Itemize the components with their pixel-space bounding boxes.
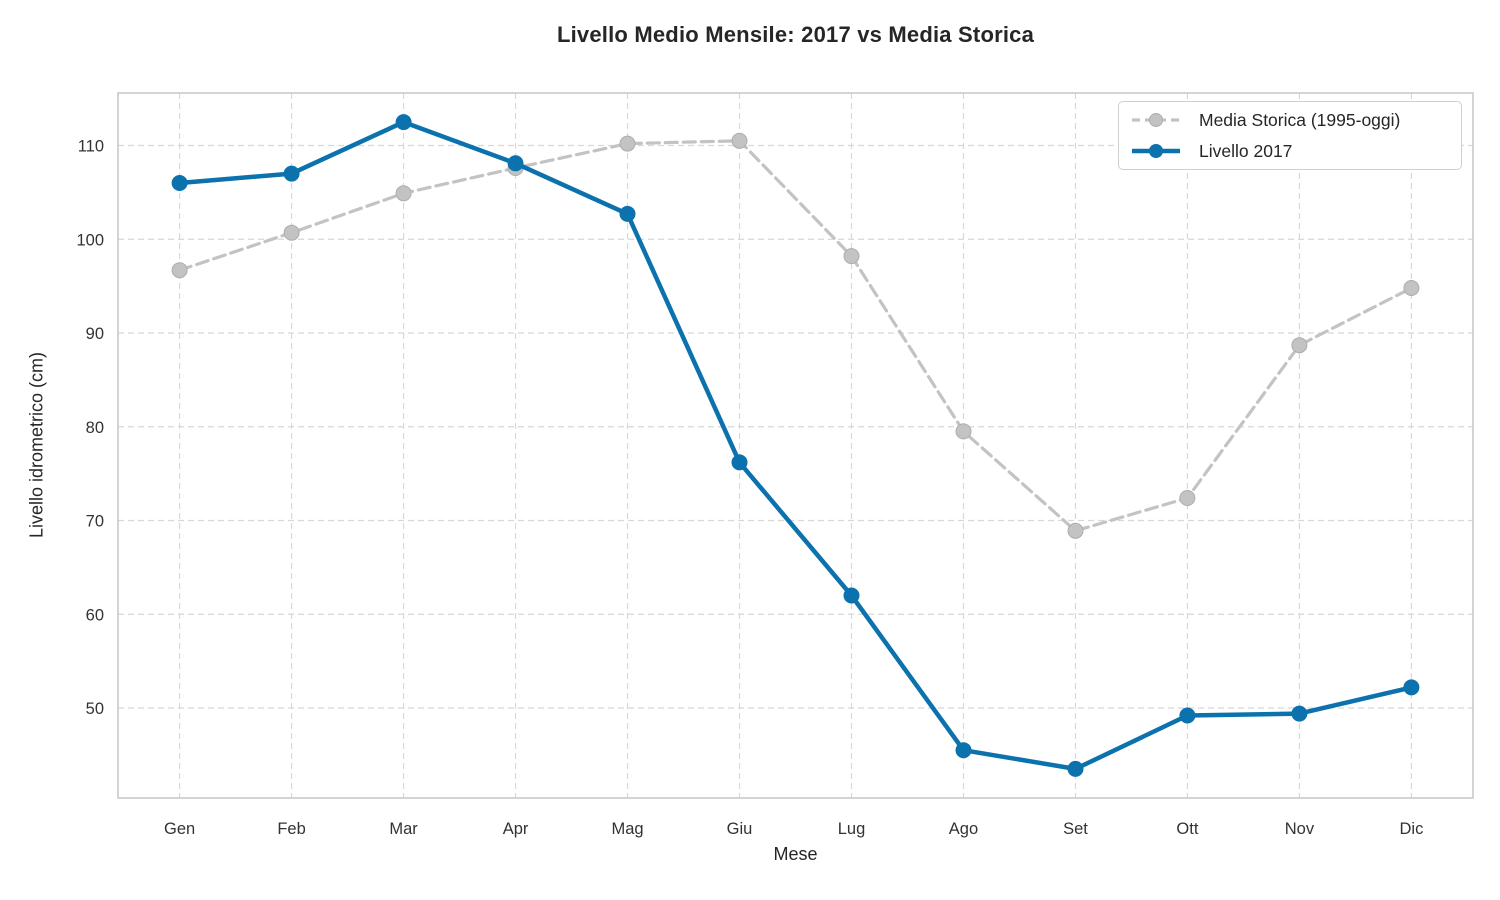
legend-sample-dashed-line bbox=[1132, 113, 1180, 127]
x-tick-label: Gen bbox=[164, 820, 195, 838]
legend-label-livello-2017: Livello 2017 bbox=[1199, 140, 1293, 161]
data-point-marker bbox=[171, 262, 188, 279]
plot-spines bbox=[117, 92, 1474, 799]
y-tick-label: 110 bbox=[78, 138, 104, 156]
x-tick-label: Apr bbox=[503, 820, 529, 838]
chart-title: Livello Medio Mensile: 2017 vs Media Sto… bbox=[556, 22, 1035, 47]
x-tick-label: Mar bbox=[389, 820, 418, 838]
data-point-marker bbox=[1403, 280, 1420, 296]
y-tick-label: 90 bbox=[86, 325, 104, 343]
legend: Media Storica (1995-oggi) Livello 2017 bbox=[1118, 101, 1462, 170]
x-tick-label: Lug bbox=[838, 820, 866, 838]
data-point-marker bbox=[1403, 679, 1420, 696]
series-line-media-storica bbox=[178, 139, 1414, 533]
legend-label-media-storica: Media Storica (1995-oggi) bbox=[1199, 109, 1401, 130]
data-point-marker bbox=[171, 175, 188, 191]
data-point-marker bbox=[619, 135, 636, 152]
x-tick-label: Giu bbox=[727, 820, 753, 838]
x-tick-label: Feb bbox=[277, 820, 305, 838]
data-point-marker bbox=[283, 224, 300, 241]
legend-sample-solid-line bbox=[1132, 144, 1180, 158]
series-line-livello-2017 bbox=[177, 119, 1414, 772]
x-tick-label: Mag bbox=[611, 820, 643, 838]
data-point-marker bbox=[619, 205, 636, 222]
data-point-marker bbox=[731, 132, 748, 149]
data-point-marker bbox=[1291, 705, 1308, 722]
data-point-marker bbox=[507, 155, 524, 172]
y-tick-label: 50 bbox=[86, 700, 104, 718]
x-axis-label: Mese bbox=[773, 844, 818, 864]
legend-item-livello-2017: Livello 2017 bbox=[1129, 137, 1451, 165]
x-tick-label: Ago bbox=[949, 820, 978, 838]
x-tick-label: Dic bbox=[1399, 820, 1423, 838]
x-tick-label: Nov bbox=[1285, 820, 1315, 838]
y-tick-label: 80 bbox=[86, 419, 104, 437]
data-point-marker bbox=[955, 742, 972, 759]
x-tick-label: Ott bbox=[1176, 820, 1198, 838]
y-tick-label: 60 bbox=[86, 606, 104, 624]
y-tick-label: 70 bbox=[86, 513, 104, 531]
data-point-marker bbox=[395, 185, 412, 202]
legend-circle-marker-media-storica bbox=[1149, 113, 1163, 127]
y-axis-label: Livello idrometrico (cm) bbox=[26, 351, 47, 539]
data-point-marker bbox=[1291, 337, 1308, 354]
data-point-marker bbox=[955, 423, 972, 440]
legend-circle-marker-livello-2017 bbox=[1149, 144, 1163, 158]
data-point-marker bbox=[1179, 707, 1196, 724]
y-tick-label: 100 bbox=[76, 231, 104, 249]
data-point-marker bbox=[283, 165, 300, 182]
data-point-marker bbox=[1179, 490, 1196, 506]
data-point-marker bbox=[1067, 760, 1084, 777]
data-point-marker bbox=[731, 454, 748, 471]
data-point-marker bbox=[843, 587, 860, 604]
data-point-marker bbox=[395, 114, 412, 131]
data-point-marker bbox=[1067, 522, 1084, 539]
data-point-marker bbox=[843, 248, 860, 265]
x-tick-label: Set bbox=[1063, 820, 1088, 838]
legend-item-media-storica: Media Storica (1995-oggi) bbox=[1129, 106, 1451, 134]
